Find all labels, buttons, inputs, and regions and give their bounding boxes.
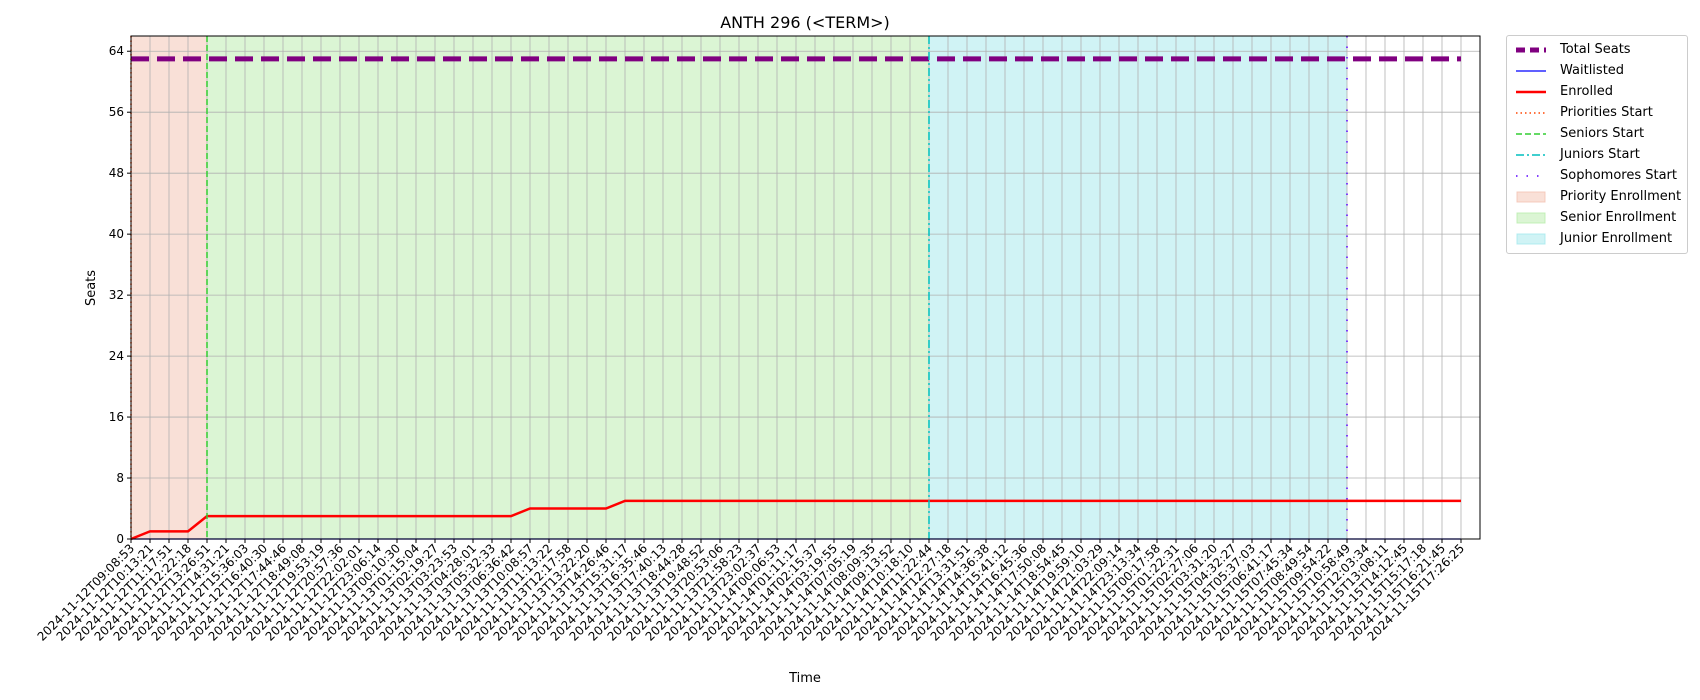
legend-swatch [1516, 153, 1546, 156]
y-tick-label: 64 [109, 44, 124, 58]
legend-label: Enrolled [1560, 84, 1613, 99]
legend-swatch [1516, 174, 1546, 177]
legend-item: Enrolled [1507, 81, 1687, 102]
y-tick-label: 40 [109, 227, 124, 241]
series-enrolled [130, 499, 1461, 541]
legend-label: Sophomores Start [1560, 168, 1677, 183]
legend-label: Juniors Start [1560, 147, 1640, 162]
chart-legend: Total Seats Waitlisted Enrolled Priorities … [1506, 35, 1688, 254]
legend-swatch [1516, 233, 1546, 244]
legend-label: Senior Enrollment [1560, 210, 1677, 225]
y-tick-label: 56 [109, 105, 124, 119]
legend-swatch [1516, 191, 1546, 202]
legend-swatch [1516, 132, 1546, 135]
y-tick-label: 16 [109, 410, 124, 424]
legend-item: Priority Enrollment [1507, 186, 1687, 207]
y-tick-label: 32 [109, 288, 124, 302]
legend-item: Priorities Start [1507, 102, 1687, 123]
plot-area-frame [130, 35, 1481, 540]
legend-label: Junior Enrollment [1560, 231, 1673, 246]
y-tick-label: 48 [109, 166, 124, 180]
legend-swatch [1516, 212, 1546, 223]
y-tick-label: 0 [116, 532, 124, 546]
legend-item: Senior Enrollment [1507, 207, 1687, 228]
legend-item: Junior Enrollment [1507, 228, 1687, 249]
legend-label: Priorities Start [1560, 105, 1653, 120]
legend-swatch [1516, 111, 1546, 114]
legend-swatch [1516, 47, 1546, 52]
legend-swatch [1516, 69, 1546, 72]
legend-item: Seniors Start [1507, 123, 1687, 144]
y-tick-label: 8 [116, 471, 124, 485]
x-axis-label: Time [788, 671, 821, 686]
legend-label: Seniors Start [1560, 126, 1645, 141]
legend-label: Waitlisted [1560, 63, 1625, 78]
legend-item: Total Seats [1507, 39, 1687, 60]
legend-label: Total Seats [1560, 42, 1631, 57]
y-tick-label: 24 [109, 349, 124, 363]
legend-label: Priority Enrollment [1560, 189, 1682, 204]
legend-item: Sophomores Start [1507, 165, 1687, 186]
y-axis-label: Seats [84, 270, 99, 306]
legend-swatch [1516, 90, 1546, 93]
legend-item: Juniors Start [1507, 144, 1687, 165]
chart-title: ANTH 296 (<TERM>) [720, 13, 890, 32]
legend-item: Waitlisted [1507, 60, 1687, 81]
